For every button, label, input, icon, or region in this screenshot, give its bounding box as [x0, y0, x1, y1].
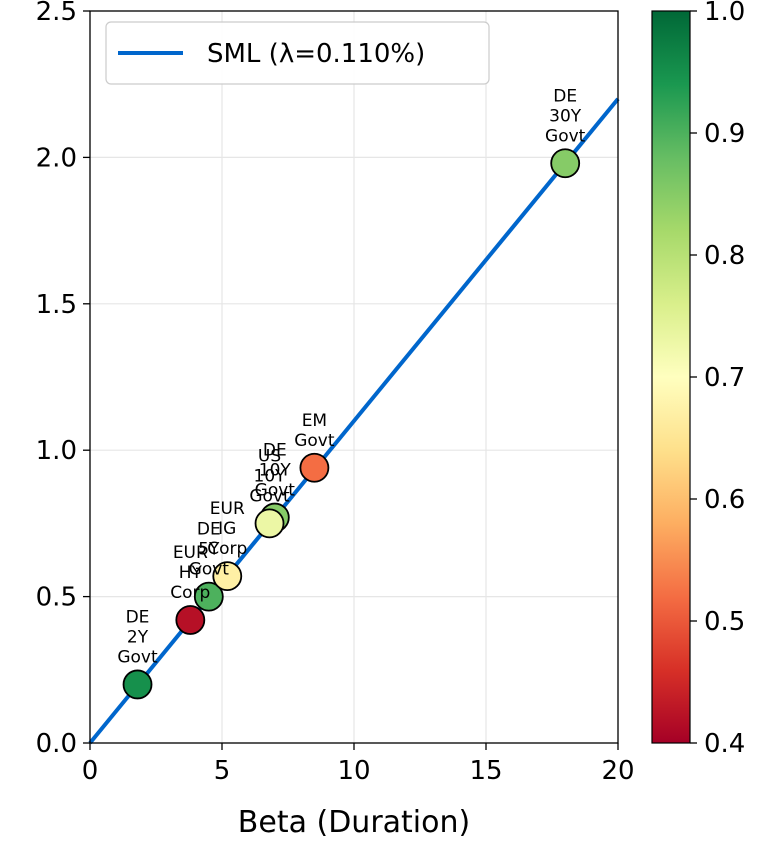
colorbar-tick-label: 0.8 — [704, 241, 745, 271]
y-tick-label: 2.5 — [36, 0, 77, 27]
point-label: EUR HY Corp — [170, 543, 210, 603]
point-label: EUR IG Corp — [207, 499, 247, 559]
colorbar-tick-label: 0.7 — [704, 363, 745, 393]
scatter-point — [122, 669, 153, 700]
point-label: DE 30Y Govt — [545, 86, 586, 146]
y-tick-label: 0.5 — [36, 583, 77, 613]
colorbar-tick-label: 0.6 — [704, 485, 745, 515]
scatter-point — [254, 508, 285, 539]
y-tick-label: 0.0 — [36, 729, 77, 759]
y-axis-ticks: 0.0 0.5 1.0 1.5 2.0 2.5 — [36, 0, 90, 759]
legend-label: SML (λ=0.110%) — [207, 39, 425, 69]
scatter-point — [212, 561, 243, 592]
scatter-point — [299, 452, 330, 483]
point-label: DE 10Y Govt — [255, 441, 296, 501]
x-tick-label: 0 — [82, 756, 99, 786]
x-tick-label: 10 — [337, 756, 370, 786]
legend-box — [105, 21, 490, 85]
y-tick-label: 1.5 — [36, 290, 77, 320]
point-label: DE 5Y Govt — [189, 520, 230, 580]
colorbar-tick-label: 0.4 — [704, 729, 745, 759]
colorbar — [651, 10, 691, 744]
point-label: US 10Y Govt — [249, 446, 290, 506]
x-axis-ticks: 0 5 10 15 20 — [82, 743, 635, 786]
y-tick-label: 1.0 — [36, 436, 77, 466]
colorbar-tick-label: 1.0 — [704, 0, 745, 27]
scatter-point — [550, 148, 581, 179]
x-tick-label: 20 — [601, 756, 634, 786]
sml-line-layer — [88, 97, 620, 745]
colorbar-tick-label: 0.5 — [704, 607, 745, 637]
grid — [89, 10, 619, 744]
point-label: EM Govt — [294, 411, 335, 451]
scatter-point — [175, 605, 206, 635]
legend: SML (λ=0.110%) — [105, 21, 490, 85]
colorbar-tick-label: 0.9 — [704, 119, 745, 149]
point-label: DE 2Y Govt — [117, 607, 158, 667]
x-tick-label: 5 — [214, 756, 231, 786]
scatter-point — [193, 581, 224, 612]
x-axis-label: Beta (Duration) — [238, 805, 470, 840]
sml-line — [88, 97, 620, 745]
scatter-points — [122, 148, 581, 700]
colorbar-ticks: 0.4 0.5 0.6 0.7 0.8 0.9 1.0 — [690, 0, 745, 759]
x-tick-label: 15 — [469, 756, 502, 786]
y-tick-label: 2.0 — [36, 143, 77, 173]
